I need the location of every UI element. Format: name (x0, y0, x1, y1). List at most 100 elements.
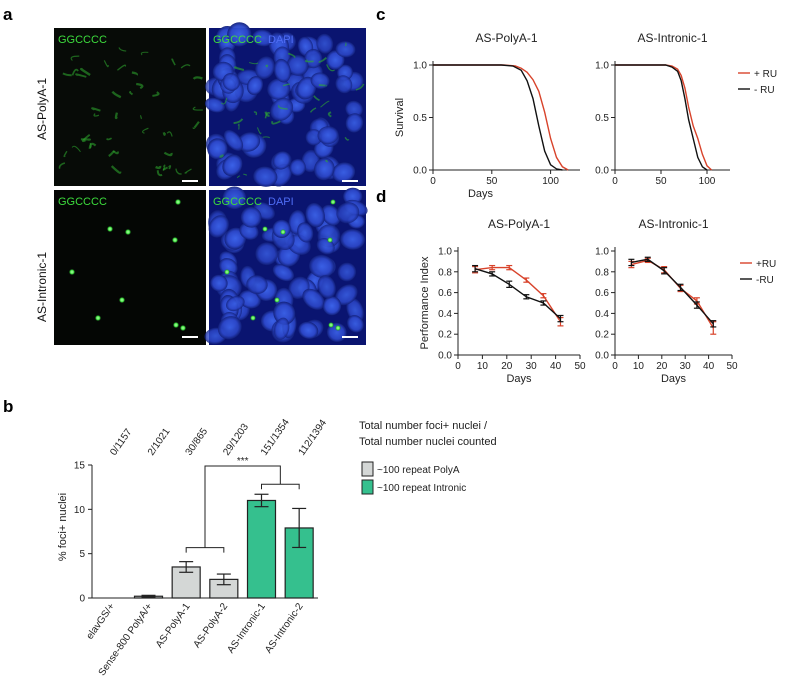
ggcccc-focus (327, 237, 333, 243)
b-category-label: AS-Intronic-1 (225, 601, 268, 655)
b-y-tick-label: 5 (79, 549, 85, 560)
scale-bar-4 (342, 336, 358, 338)
y-tick-label: 0.6 (595, 288, 609, 299)
b-legend-label: ~100 repeat PolyA (377, 465, 460, 476)
y-tick-label: 0.8 (438, 267, 452, 278)
ggcccc-focus (262, 226, 268, 232)
panel-letter-b: b (3, 397, 13, 416)
x-axis-label: Days (661, 373, 687, 385)
x-tick-label: 40 (703, 361, 715, 372)
ggcccc-signal (169, 166, 170, 169)
y-tick-label: 0.5 (413, 113, 427, 124)
b-legend-label: ~100 repeat Intronic (377, 483, 466, 494)
label-ggcccc-1: GGCCCC (58, 34, 107, 46)
y-axis-label: Performance Index (419, 256, 431, 349)
ggcccc-focus (280, 229, 286, 235)
b-ylabel: % foci+ nuclei (57, 493, 69, 561)
row-label-polya: AS-PolyA-1 (35, 78, 49, 140)
ggcccc-focus (274, 297, 280, 303)
b-y-tick-label: 10 (74, 505, 86, 516)
b-category-label: elavGS/+ (85, 601, 118, 641)
b-bar (248, 500, 276, 598)
chart-title: AS-Intronic-1 (638, 217, 708, 231)
series-line-ru (631, 260, 713, 328)
series-line-ru (433, 65, 568, 170)
b-legend-swatch (362, 462, 373, 476)
x-tick-label: 30 (680, 361, 692, 372)
ggcccc-focus (175, 199, 181, 205)
ggcccc-focus (69, 269, 75, 275)
ggcccc-signal (319, 85, 326, 86)
panel-letter-d: d (376, 187, 386, 206)
y-tick-label: 1.0 (413, 61, 427, 72)
ggcccc-signal (164, 132, 165, 134)
label-dapi-1: DAPI (268, 34, 294, 46)
b-bars (135, 494, 314, 598)
legend-label: -RU (756, 275, 774, 286)
y-tick-label: 0.6 (438, 288, 452, 299)
micrograph-intronic-ggcccc (54, 190, 206, 345)
b-counts-title-1: Total number foci+ nuclei / (359, 420, 488, 432)
ggcccc-focus (107, 226, 113, 232)
series-line-ru (631, 259, 713, 324)
x-axis-label: Days (468, 188, 494, 200)
ggcccc-focus (335, 325, 341, 331)
panel-letter-a: a (3, 5, 13, 24)
y-tick-label: 0.2 (595, 330, 609, 341)
chart-title: AS-PolyA-1 (475, 31, 537, 45)
b-bracket-intronic (262, 484, 300, 489)
x-tick-label: 50 (486, 176, 498, 187)
ggcccc-signal (116, 113, 117, 118)
b-bracket-polya (186, 548, 224, 553)
x-tick-label: 50 (655, 176, 667, 187)
b-category-label: AS-Intronic-2 (263, 601, 306, 655)
x-tick-label: 10 (633, 361, 645, 372)
b-significance-bracket: *** (186, 456, 299, 553)
panel-a-micrographs: AS-PolyA-1 AS-Intronic-1 GGCCCC GGCCCC D… (35, 17, 370, 346)
b-category-label: AS-PolyA-1 (154, 601, 193, 650)
y-tick-label: 0.2 (438, 330, 452, 341)
b-count-label: 2/1021 (146, 426, 173, 458)
x-tick-label: 20 (501, 361, 513, 372)
b-count-label: 112/1394 (297, 417, 330, 457)
y-tick-label: 0.0 (413, 166, 427, 177)
y-tick-label: 0.8 (595, 267, 609, 278)
ggcccc-focus (328, 322, 334, 328)
y-tick-label: 0.0 (595, 166, 609, 177)
series-line-ru (615, 65, 707, 170)
x-axis-label: Days (506, 373, 532, 385)
y-tick-label: 0.5 (595, 113, 609, 124)
x-tick-label: 10 (477, 361, 489, 372)
ggcccc-focus (172, 237, 178, 243)
ggcccc-focus (250, 315, 256, 321)
b-y-tick-label: 15 (74, 461, 86, 472)
x-tick-label: 30 (526, 361, 538, 372)
scale-bar-2 (342, 180, 358, 182)
scale-bar-3 (182, 336, 198, 338)
series-line-ru (475, 268, 560, 322)
y-tick-label: 0.0 (438, 351, 452, 362)
y-axis-label: Survival (394, 98, 406, 137)
legend-label: + RU (754, 69, 777, 80)
x-tick-label: 100 (699, 176, 716, 187)
b-count-label: 0/1157 (108, 427, 134, 458)
legend-label: - RU (754, 85, 775, 96)
ggcccc-focus (173, 322, 179, 328)
x-tick-label: 0 (612, 176, 618, 187)
series-line-ru (433, 65, 562, 170)
y-tick-label: 0.4 (438, 309, 452, 320)
ggcccc-focus (119, 297, 125, 303)
b-category-label: AS-PolyA-2 (192, 601, 231, 650)
ggcccc-focus (330, 199, 336, 205)
y-tick-label: 0.4 (595, 309, 609, 320)
b-legend-swatch (362, 480, 373, 494)
x-tick-label: 0 (612, 361, 618, 372)
b-counts-title-2: Total number nuclei counted (359, 436, 497, 448)
